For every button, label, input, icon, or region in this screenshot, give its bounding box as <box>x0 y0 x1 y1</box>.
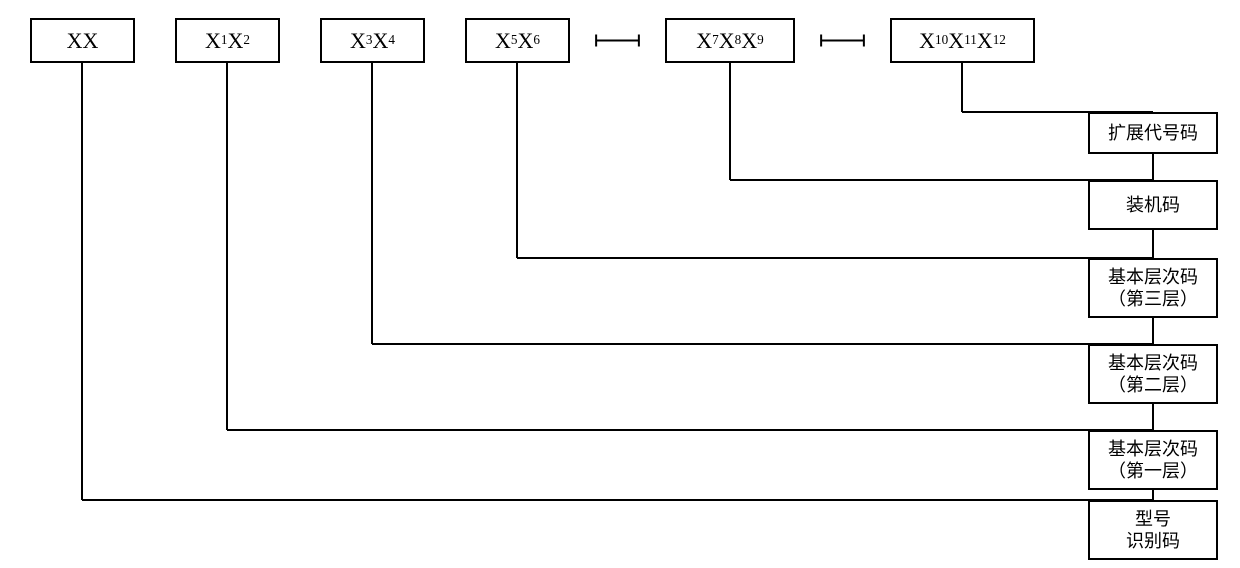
label-l5: 扩展代号码 <box>1088 112 1218 154</box>
code-segment-b2: X3X4 <box>320 18 425 63</box>
label-l1: 基本层次码（第一层） <box>1088 430 1218 490</box>
label-l2: 基本层次码（第二层） <box>1088 344 1218 404</box>
diagram-canvas: XX X1X2 X3X4 X5X6 X7X8X9 X10X11X12 扩展代号码装机码基本层… <box>0 0 1240 568</box>
code-segment-b1: X1X2 <box>175 18 280 63</box>
code-segment-b4: X7X8X9 <box>665 18 795 63</box>
connector-lines <box>0 0 1240 568</box>
label-l0: 型号识别码 <box>1088 500 1218 560</box>
label-l3: 基本层次码（第三层） <box>1088 258 1218 318</box>
code-segment-b0: XX <box>30 18 135 63</box>
code-segment-b5: X10X11X12 <box>890 18 1035 63</box>
code-segment-b3: X5X6 <box>465 18 570 63</box>
label-l4: 装机码 <box>1088 180 1218 230</box>
